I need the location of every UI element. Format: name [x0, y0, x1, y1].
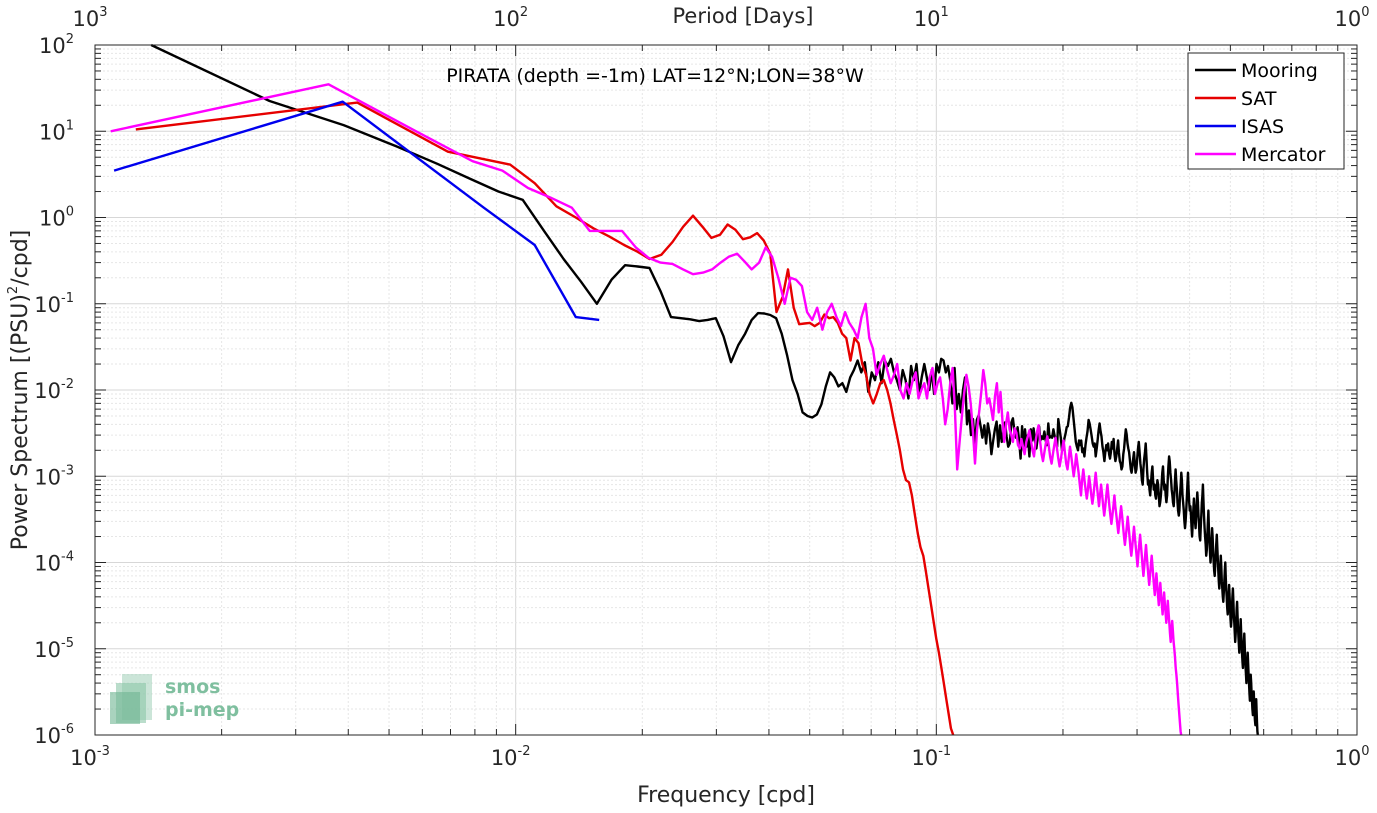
top-tick-label: 103 [72, 5, 107, 31]
y-tick-label: 10-5 [34, 636, 74, 662]
legend-label: ISAS [1241, 116, 1284, 138]
y-tick-label: 10-6 [34, 722, 74, 748]
top-tick-label: 100 [1334, 5, 1369, 31]
top-axis-label: Period [Days] [673, 4, 814, 28]
y-tick-label: 102 [39, 32, 74, 58]
legend-box [1187, 52, 1345, 170]
x-tick-label: 10-2 [491, 744, 531, 770]
series-lines [110, 43, 1259, 736]
y-tick-label: 101 [39, 118, 74, 144]
series-line-mercator [110, 83, 1183, 736]
y-tick-label: 10-4 [34, 550, 74, 576]
x-axis-label: Frequency [cpd] [637, 783, 815, 808]
y-axis-label: Power Spectrum [(PSU)2/cpd] [6, 230, 33, 551]
top-tick-label: 102 [493, 5, 528, 31]
x-tick-label: 10-3 [70, 744, 110, 770]
y-tick-label: 10-1 [34, 291, 74, 317]
series-line-sat [135, 101, 955, 736]
watermark-pimep: pi-mep [165, 699, 239, 721]
legend-label: Mooring [1241, 60, 1318, 82]
chart-title: PIRATA (depth =-1m) LAT=12°N;LON=38°W [446, 65, 864, 87]
x-tick-label: 10-1 [911, 744, 951, 770]
y-tick-label: 10-2 [34, 377, 74, 403]
x-tick-label: 100 [1334, 744, 1369, 770]
top-tick-label: 101 [914, 5, 949, 31]
y-tick-label: 100 [39, 205, 74, 231]
smos-pimep-logo: smos pi-mep [110, 674, 239, 724]
y-tick-label: 10-3 [34, 463, 74, 489]
watermark-smos: smos [165, 676, 220, 698]
legend-label: Mercator [1241, 144, 1326, 166]
legend: Mooring SAT ISAS Mercator [1187, 52, 1345, 170]
legend-label: SAT [1241, 88, 1277, 110]
series-line-isas [113, 100, 600, 322]
